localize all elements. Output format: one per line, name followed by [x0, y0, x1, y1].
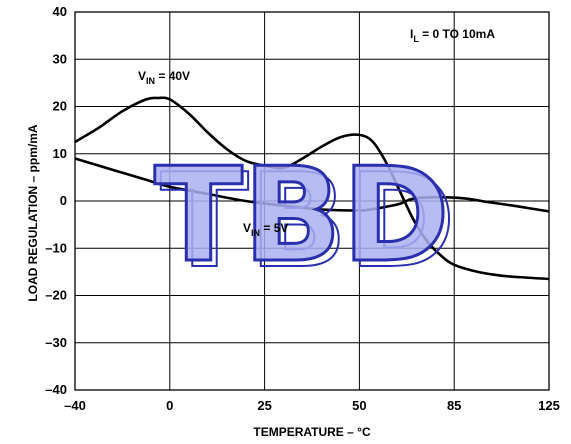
y-tick-label: 20	[53, 99, 67, 114]
series-line-2	[74, 157, 550, 213]
x-tick-label: 0	[166, 398, 173, 413]
y-tick-labels: 40 30 20 10 0 –10 –20 –30 –40	[45, 4, 67, 397]
x-tick-label: 85	[447, 398, 461, 413]
tbd-watermark: TBD TBD	[153, 138, 457, 299]
vin-low-sub: IN	[251, 228, 260, 238]
vin-high-prefix: V	[138, 69, 146, 83]
x-tick-label: 50	[352, 398, 366, 413]
vin-high-suffix: = 40V	[155, 69, 190, 83]
grid-lines	[74, 11, 550, 391]
vin-high-sub: IN	[146, 76, 155, 86]
x-tick-labels: –40 0 25 50 85 125	[64, 398, 560, 413]
y-tick-label: 30	[53, 51, 67, 66]
il-prefix: I	[410, 27, 413, 41]
vin-low-suffix: = 5V	[260, 221, 288, 235]
watermark-shadow: TBD	[160, 145, 456, 297]
plot-frame	[74, 11, 550, 391]
y-axis-title: LOAD REGULATION – ppm/mA	[26, 124, 40, 301]
y-tick-label: –10	[45, 240, 67, 255]
y-tick-label: –20	[45, 288, 67, 303]
il-suffix: = 0 TO 10mA	[419, 27, 495, 41]
y-tick-label: 10	[53, 146, 67, 161]
il-sub: L	[413, 34, 419, 44]
y-tick-label: –30	[45, 335, 67, 350]
x-tick-label: 25	[257, 398, 271, 413]
y-tick-label: 0	[60, 193, 67, 208]
watermark-text: TBD	[154, 139, 450, 291]
x-tick-label: 125	[538, 398, 560, 413]
y-tick-label: 40	[53, 4, 67, 19]
vin-low-prefix: V	[243, 221, 251, 235]
series-group	[74, 96, 550, 281]
x-axis-title: TEMPERATURE – °C	[253, 425, 371, 439]
y-tick-label: –40	[45, 382, 67, 397]
x-tick-label: –40	[64, 398, 86, 413]
series-line-1	[74, 96, 550, 281]
vin-40v-annotation: VIN = 40V	[138, 69, 190, 86]
vin-5v-annotation: VIN = 5V	[243, 221, 288, 238]
il-annotation: IL = 0 TO 10mA	[410, 27, 495, 44]
